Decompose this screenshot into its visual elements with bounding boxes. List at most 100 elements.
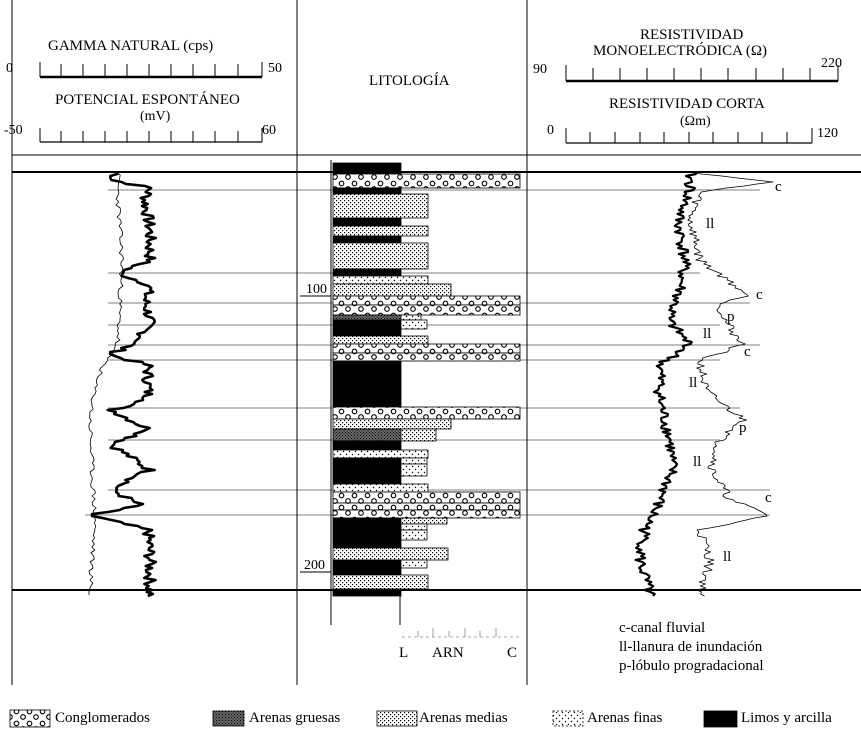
gamma-curve — [90, 171, 158, 598]
legend-label-silt-clay: Limos y arcilla — [741, 710, 832, 726]
fine-sand-layer — [400, 319, 428, 330]
silt-clay-layer — [332, 517, 402, 525]
medium-sand-layer — [332, 547, 449, 561]
legend-swatch-silt-clay — [703, 710, 738, 728]
silt-clay-layer — [332, 559, 402, 569]
sp-min-label: -50 — [4, 123, 23, 138]
medium-sand-layer — [400, 517, 448, 525]
facies-label: p — [739, 420, 747, 436]
facies-key-item: ll-llanura de inundación — [619, 639, 763, 655]
medium-sand-layer — [332, 574, 429, 590]
silt-clay-layer — [332, 539, 402, 549]
depth-markers — [300, 295, 331, 573]
fine-sand-layer — [332, 275, 429, 285]
conglomerate-layer — [332, 406, 521, 420]
grain-scale-l: L — [399, 645, 409, 661]
lithology-column — [330, 160, 521, 625]
fine-sand-layer — [400, 529, 428, 541]
conglomerate-layer — [332, 491, 521, 504]
legend-swatch-medium-sand — [376, 710, 418, 727]
lithology-title: LITOLOGÍA — [369, 73, 450, 89]
fine-sand-layer — [332, 483, 429, 493]
medium-sand-layer — [332, 283, 452, 297]
facies-label: ll — [703, 326, 712, 342]
gamma-scale — [39, 62, 263, 79]
facies-key-item: p-lóbulo progradacional — [619, 658, 764, 674]
legend-swatch-fine-sand — [552, 710, 584, 727]
facies-label: p — [727, 309, 735, 325]
silt-clay-layer — [332, 235, 402, 244]
depth-label-100: 100 — [306, 282, 327, 297]
coarse-sand-layer — [332, 428, 402, 442]
sp-scale — [39, 128, 263, 143]
fine-sand-layer — [400, 463, 428, 477]
grain-scale-c: C — [507, 645, 518, 661]
silt-clay-layer — [332, 187, 402, 195]
legend-label-conglomerates: Conglomerados — [55, 710, 150, 726]
res-mono-title-line2: MONOELECTRÓDICA (Ω) — [593, 43, 768, 59]
medium-sand-layer — [400, 428, 437, 442]
res-short-min-label: 0 — [547, 123, 554, 138]
frame — [11, 0, 861, 685]
silt-clay-layer — [332, 217, 402, 227]
resistivity-short-curve — [687, 171, 774, 597]
legend-label-medium-sand: Arenas medias — [419, 710, 508, 726]
facies-label: c — [756, 287, 763, 303]
fine-sand-layer — [400, 559, 428, 569]
facies-label: c — [775, 179, 782, 195]
legend-swatch-conglomerates — [9, 709, 51, 728]
res-mono-title-line1: RESISTIVIDAD — [640, 27, 744, 43]
facies-label: ll — [723, 549, 732, 565]
res-mono-scale — [565, 65, 839, 83]
gamma-min-label: 0 — [6, 61, 13, 76]
coarse-sand-layer — [332, 314, 402, 321]
conglomerate-layer — [332, 304, 521, 316]
res-short-scale — [565, 128, 813, 144]
fine-sand-layer — [332, 449, 429, 459]
medium-sand-layer — [332, 418, 452, 430]
silt-clay-layer — [332, 268, 402, 277]
medium-sand-layer — [332, 335, 429, 345]
conglomerate-layer — [332, 502, 521, 511]
silt-clay-layer — [332, 475, 402, 485]
legend-label-fine-sand: Arenas finas — [587, 710, 663, 726]
silt-clay-layer — [332, 567, 402, 576]
res-mono-max-label: 220 — [821, 56, 842, 71]
grain-scale-ticks — [402, 628, 520, 638]
conglomerate-layer — [332, 173, 521, 189]
conglomerate-layer — [332, 352, 521, 362]
silt-clay-layer — [332, 589, 402, 597]
res-mono-min-label: 90 — [533, 62, 547, 77]
silt-clay-layer — [332, 457, 402, 465]
silt-clay-layer — [332, 328, 402, 337]
silt-clay-layer — [332, 529, 402, 541]
log-curves — [88, 171, 774, 598]
res-short-title: RESISTIVIDAD CORTA — [609, 96, 765, 112]
resistivity-mono-curve — [634, 171, 697, 597]
grain-scale-arn: ARN — [432, 645, 464, 661]
facies-key-item: c-canal fluvial — [619, 620, 706, 636]
medium-sand-layer — [332, 193, 429, 219]
facies-label: ll — [706, 216, 715, 232]
silt-clay-layer — [332, 162, 402, 175]
facies-label: c — [765, 490, 772, 506]
legend-label-coarse-sand: Arenas gruesas — [249, 710, 341, 726]
legend-swatches — [9, 709, 738, 728]
facies-label: c — [744, 344, 751, 360]
gamma-title: GAMMA NATURAL (cps) — [48, 38, 214, 54]
fine-sand-layer — [400, 457, 428, 465]
medium-sand-layer — [332, 242, 429, 270]
medium-sand-layer — [332, 225, 429, 237]
res-short-max-label: 120 — [817, 126, 838, 141]
silt-clay-layer — [332, 319, 402, 330]
gamma-max-label: 50 — [268, 61, 282, 76]
conglomerate-layer — [332, 509, 521, 519]
facies-label: ll — [693, 454, 702, 470]
conglomerate-layer — [332, 343, 521, 354]
silt-clay-layer — [332, 523, 402, 531]
sp-title: POTENCIAL ESPONTÁNEO — [55, 92, 240, 108]
sp-unit: (mV) — [140, 109, 171, 124]
silt-clay-layer — [332, 463, 402, 477]
silt-clay-layer — [332, 440, 402, 451]
